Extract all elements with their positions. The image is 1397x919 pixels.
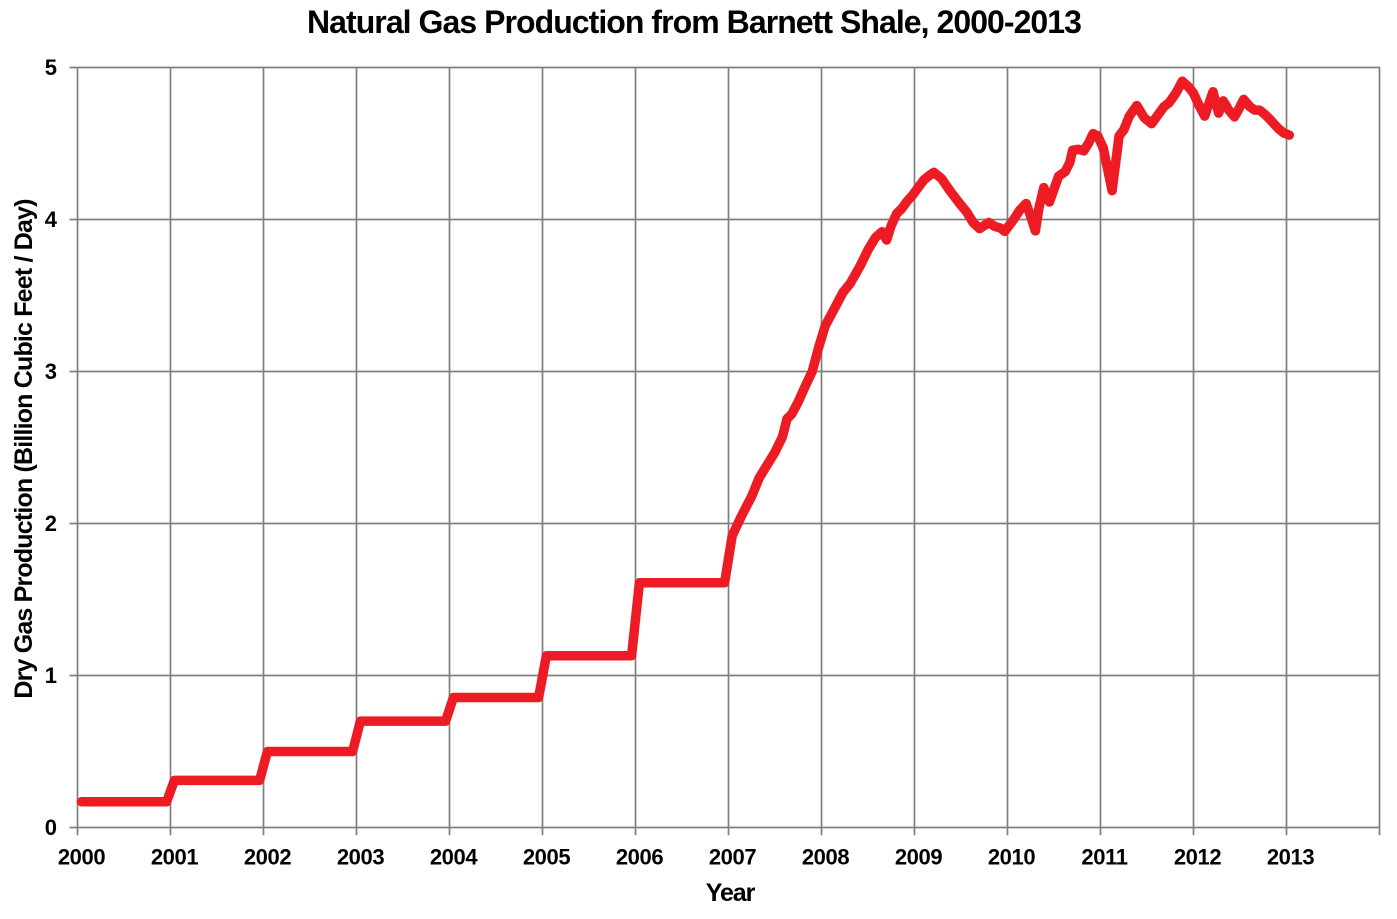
svg-text:2007: 2007 — [709, 845, 757, 870]
svg-text:2003: 2003 — [337, 845, 385, 870]
svg-text:2: 2 — [45, 511, 57, 536]
svg-text:4: 4 — [45, 207, 58, 232]
svg-text:2001: 2001 — [151, 845, 199, 870]
svg-text:Year: Year — [706, 879, 756, 907]
svg-text:2005: 2005 — [523, 845, 571, 870]
svg-text:2013: 2013 — [1267, 845, 1315, 870]
svg-text:2000: 2000 — [58, 845, 106, 870]
svg-text:2009: 2009 — [895, 845, 943, 870]
svg-text:2011: 2011 — [1081, 845, 1127, 870]
svg-text:Natural Gas Production from Ba: Natural Gas Production from Barnett Shal… — [307, 4, 1081, 40]
svg-text:Dry Gas Production (Billion Cu: Dry Gas Production (Billion Cubic Feet /… — [10, 199, 38, 699]
svg-text:0: 0 — [45, 815, 57, 840]
svg-text:2008: 2008 — [802, 845, 850, 870]
svg-text:1: 1 — [45, 663, 57, 688]
svg-text:2010: 2010 — [988, 845, 1036, 870]
svg-text:2004: 2004 — [430, 845, 479, 870]
svg-text:2002: 2002 — [244, 845, 292, 870]
svg-text:2006: 2006 — [616, 845, 664, 870]
svg-text:2012: 2012 — [1174, 845, 1222, 870]
svg-text:3: 3 — [45, 359, 57, 384]
svg-text:5: 5 — [45, 55, 57, 80]
